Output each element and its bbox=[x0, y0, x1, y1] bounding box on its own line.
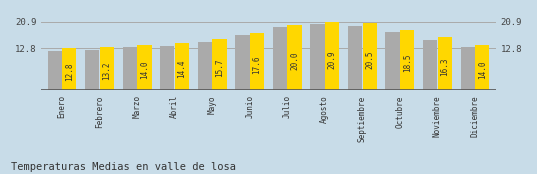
Bar bbox=[212, 39, 227, 90]
Bar bbox=[48, 51, 62, 90]
Bar bbox=[423, 40, 437, 90]
Text: 14.4: 14.4 bbox=[177, 60, 186, 78]
Bar bbox=[122, 47, 137, 90]
Bar bbox=[310, 25, 325, 90]
Bar bbox=[400, 30, 415, 90]
Text: 15.7: 15.7 bbox=[215, 58, 224, 77]
Bar bbox=[475, 45, 489, 90]
Bar bbox=[362, 23, 377, 90]
Text: 14.0: 14.0 bbox=[140, 61, 149, 79]
Bar bbox=[287, 25, 302, 90]
Bar bbox=[348, 26, 362, 90]
Text: 16.3: 16.3 bbox=[440, 57, 449, 76]
Bar bbox=[273, 27, 287, 90]
Bar bbox=[235, 35, 250, 90]
Text: 14.0: 14.0 bbox=[478, 61, 487, 79]
Bar bbox=[85, 50, 99, 90]
Text: Temperaturas Medias en valle de losa: Temperaturas Medias en valle de losa bbox=[11, 162, 236, 172]
Text: 13.2: 13.2 bbox=[103, 62, 111, 80]
Text: 12.8: 12.8 bbox=[65, 62, 74, 81]
Bar bbox=[461, 47, 475, 90]
Bar bbox=[438, 37, 452, 90]
Bar bbox=[137, 45, 151, 90]
Bar bbox=[100, 47, 114, 90]
Bar bbox=[62, 49, 76, 90]
Bar bbox=[250, 33, 264, 90]
Bar bbox=[198, 42, 212, 90]
Text: 17.6: 17.6 bbox=[252, 55, 262, 74]
Text: 18.5: 18.5 bbox=[403, 54, 412, 72]
Text: 20.9: 20.9 bbox=[328, 50, 337, 69]
Bar bbox=[325, 22, 339, 90]
Bar bbox=[160, 46, 175, 90]
Bar bbox=[386, 32, 400, 90]
Text: 20.5: 20.5 bbox=[365, 51, 374, 69]
Bar bbox=[175, 43, 189, 90]
Text: 20.0: 20.0 bbox=[290, 52, 299, 70]
